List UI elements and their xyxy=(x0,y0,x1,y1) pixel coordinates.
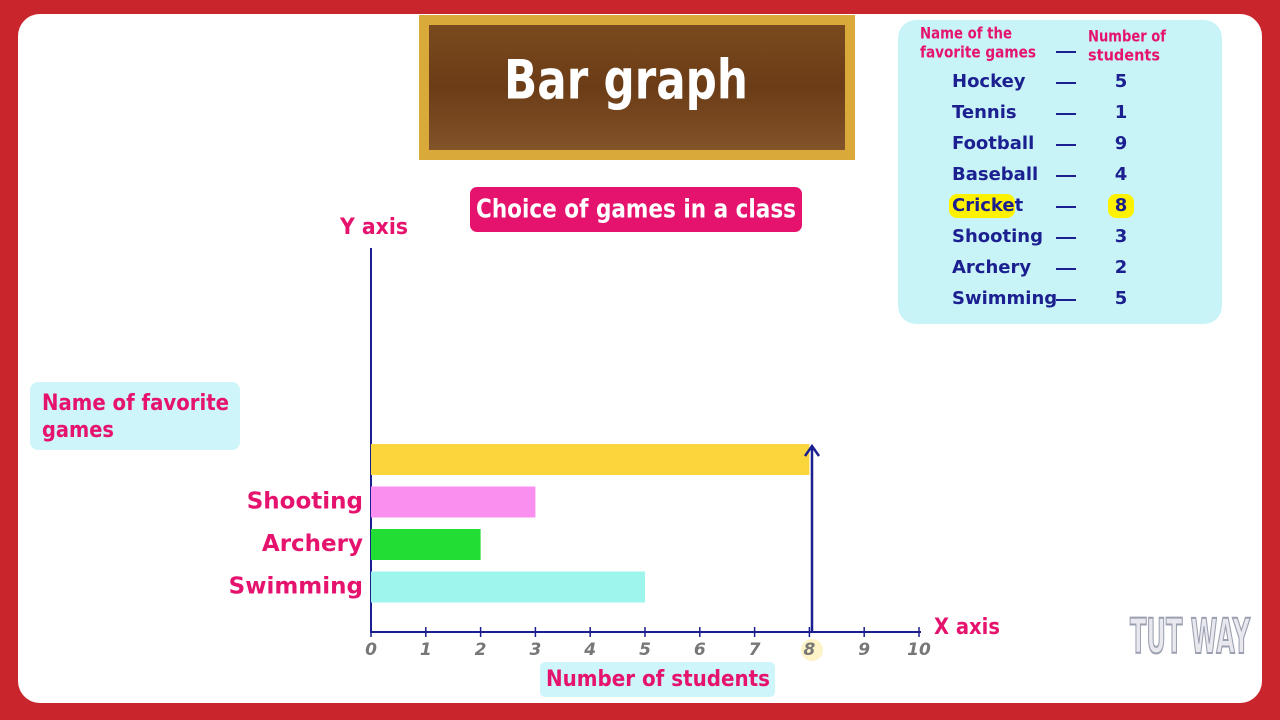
student-count: 3 xyxy=(1115,226,1128,247)
x-tick-label: 6 xyxy=(694,640,706,660)
student-count: 5 xyxy=(1115,288,1128,309)
y-tick-label: Shooting xyxy=(247,489,363,515)
student-count: 9 xyxy=(1115,133,1128,154)
bar xyxy=(371,444,810,475)
plot: 0 1 2 3 4 5 6 7 8 9 10 Swimming Archery Shooting xyxy=(229,444,931,660)
game-name: Football xyxy=(952,133,1034,154)
table-header: Number of xyxy=(1088,27,1167,46)
x-tick-label: 0 xyxy=(365,640,377,660)
game-name: Tennis xyxy=(952,102,1017,123)
x-tick-label: 4 xyxy=(583,640,596,660)
x-tick-label: 9 xyxy=(858,640,870,660)
game-name: Baseball xyxy=(952,164,1038,185)
student-count: 5 xyxy=(1115,71,1128,92)
table-panel xyxy=(898,20,1222,324)
logo: TUT WAY xyxy=(1130,609,1251,665)
student-count: 1 xyxy=(1115,102,1128,123)
x-tick-label: 5 xyxy=(639,640,651,660)
y-title: games xyxy=(42,418,114,443)
table-header: favorite games xyxy=(920,43,1036,62)
pointer-arrow xyxy=(803,443,821,632)
x-tick-label: 7 xyxy=(749,640,761,660)
game-name: Archery xyxy=(952,257,1031,278)
y-title-box xyxy=(30,382,240,450)
y-title: Name of favorite xyxy=(42,391,229,416)
bar xyxy=(371,529,481,560)
bar xyxy=(371,571,645,603)
bar xyxy=(371,486,536,518)
highlight xyxy=(949,194,1015,218)
plank xyxy=(429,25,845,150)
tick-highlight xyxy=(801,639,823,661)
x-tick-label: 2 xyxy=(475,640,487,660)
header-title: Bar graph xyxy=(504,49,748,112)
highlight xyxy=(1108,194,1134,218)
x-tick-label: 1 xyxy=(420,640,432,660)
student-count: 4 xyxy=(1115,164,1128,185)
y-axis-label: Y axis xyxy=(339,215,408,240)
chart-title: Choice of games in a class xyxy=(476,195,796,225)
x-tick-label: 3 xyxy=(529,640,541,660)
table-header: Name of the xyxy=(920,24,1012,43)
student-count: 8 xyxy=(1115,195,1128,216)
title-box xyxy=(470,187,802,232)
game-name: Cricket xyxy=(952,195,1024,216)
y-tick-label: Swimming xyxy=(229,574,363,600)
x-axis-label: X axis xyxy=(934,615,1000,640)
y-tick-label: Archery xyxy=(262,531,363,557)
x-tick-label: 10 xyxy=(907,640,931,660)
game-name: Shooting xyxy=(952,226,1043,247)
table-rows: Hockey 5 Tennis 1 Football 9 Baseball 4 Cricket 8… xyxy=(949,71,1134,309)
x-title-box xyxy=(540,662,775,697)
student-count: 2 xyxy=(1115,257,1128,278)
game-name: Swimming xyxy=(952,288,1057,309)
x-tick-label: 8 xyxy=(803,640,815,660)
table-header: students xyxy=(1088,46,1160,65)
game-name: Hockey xyxy=(952,71,1026,92)
x-title: Number of students xyxy=(546,667,770,692)
